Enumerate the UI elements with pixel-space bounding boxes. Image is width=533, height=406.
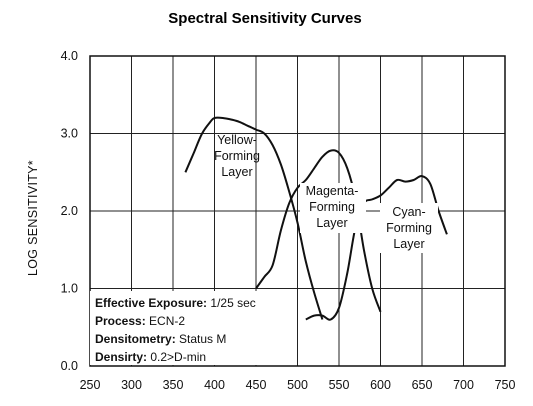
x-tick-label: 400 (204, 378, 225, 392)
info-value-exposure: 1/25 sec (210, 296, 255, 310)
series-label-line: Forming (214, 149, 260, 163)
info-value-densitometry: Status M (179, 332, 226, 346)
info-value-density: 0.2>D-min (150, 350, 206, 364)
series-label-line: Forming (386, 221, 432, 235)
y-tick-label: 1.0 (61, 282, 78, 296)
cyan-forming-layer-curve (305, 175, 448, 321)
magenta-forming-layer-label: Magenta- Forming Layer (306, 184, 359, 230)
x-axis-ticks: 250 300 350 400 450 500 550 600 650 700 750 (80, 378, 516, 392)
series-label-line: Forming (309, 200, 355, 214)
series-label-line: Layer (393, 237, 424, 251)
x-tick-label: 750 (495, 378, 516, 392)
info-label-exposure: Effective Exposure: (95, 296, 207, 310)
info-label-density: Densirty: (95, 350, 147, 364)
yellow-forming-layer-label: Yellow- Forming Layer (214, 133, 260, 179)
info-value-process: ECN-2 (149, 314, 185, 328)
plot-frame (89, 55, 506, 367)
series-label-line: Layer (221, 165, 252, 179)
series-label-line: Layer (316, 216, 347, 230)
series-label-background (380, 203, 438, 253)
y-tick-label: 2.0 (61, 204, 78, 218)
x-tick-label: 250 (80, 378, 101, 392)
y-axis-label: LOG SENSITIVITY* (26, 160, 40, 276)
info-line-densitometry: Densitometry: Status M (95, 332, 226, 346)
x-tick-label: 550 (329, 378, 350, 392)
y-axis-ticks: 0.0 1.0 2.0 3.0 4.0 (61, 49, 78, 373)
y-tick-label: 3.0 (61, 127, 78, 141)
series-label-line: Yellow- (217, 133, 257, 147)
info-box-background (90, 291, 258, 365)
y-tick-label: 0.0 (61, 359, 78, 373)
cyan-forming-layer-label: Cyan- Forming Layer (386, 205, 432, 251)
info-line-exposure: Effective Exposure: 1/25 sec (95, 296, 256, 310)
series-label-line: Magenta- (306, 184, 359, 198)
x-tick-label: 300 (121, 378, 142, 392)
x-tick-label: 600 (370, 378, 391, 392)
x-tick-label: 350 (163, 378, 184, 392)
plot-border (89, 55, 506, 367)
info-line-process: Process: ECN-2 (95, 314, 185, 328)
series-label-background (300, 183, 366, 233)
x-tick-label: 700 (453, 378, 474, 392)
x-tick-label: 450 (246, 378, 267, 392)
x-tick-label: 650 (412, 378, 433, 392)
x-tick-label: 500 (287, 378, 308, 392)
series-label-line: Cyan- (392, 205, 425, 219)
y-tick-label: 4.0 (61, 49, 78, 63)
info-line-density: Densirty: 0.2>D-min (95, 350, 206, 364)
yellow-forming-layer-curve (184, 116, 324, 320)
info-label-densitometry: Densitometry: (95, 332, 176, 346)
chart-title: Spectral Sensitivity Curves (168, 10, 361, 27)
info-label-process: Process: (95, 314, 146, 328)
info-box: Effective Exposure: 1/25 sec Process: EC… (90, 291, 258, 365)
